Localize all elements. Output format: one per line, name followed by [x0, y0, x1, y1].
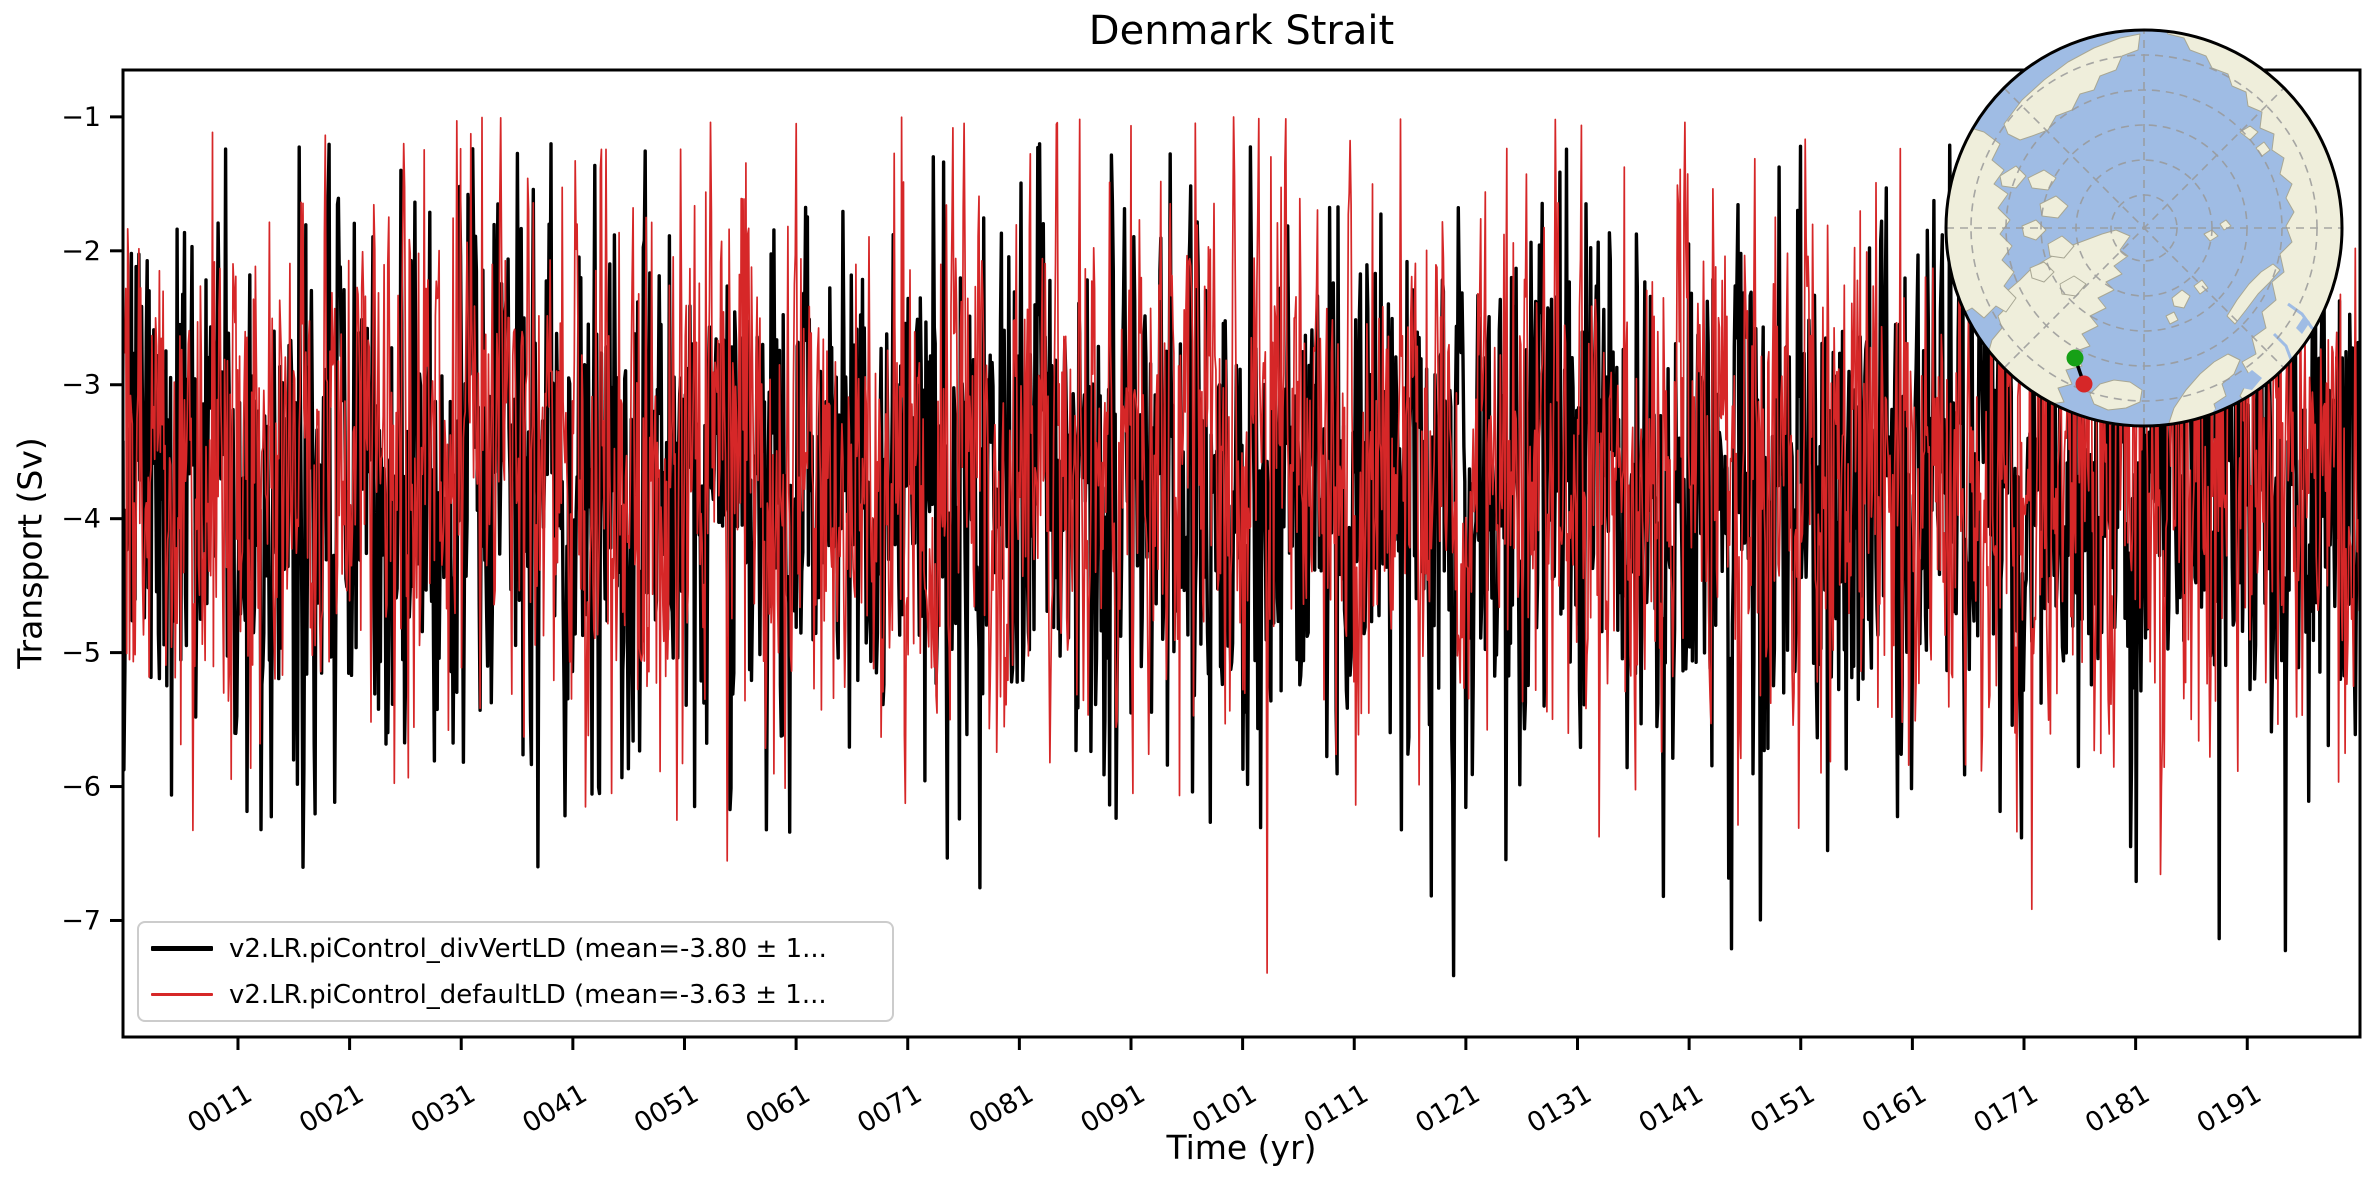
legend-line-red [151, 993, 213, 996]
plot-area [123, 116, 2360, 978]
y-tick-label: −2 [61, 236, 101, 267]
y-tick-label: −6 [61, 772, 101, 803]
land-novaya-zemlya [2226, 263, 2281, 325]
land-svalbard [2171, 289, 2191, 309]
legend-line-black [151, 945, 213, 952]
graticule [1946, 30, 2342, 426]
land-svalbard [2165, 311, 2179, 325]
land-iceland [2089, 379, 2143, 411]
chart-title: Denmark Strait [1088, 8, 1395, 54]
y-tick-label: −1 [61, 102, 101, 133]
y-tick-label: −3 [61, 370, 101, 401]
land-alaska-chukotka-west [2003, 33, 2141, 141]
legend-item: v2.LR.piControl_divVertLD (mean=-3.80 ± … [151, 930, 880, 968]
y-tick-label: −5 [61, 638, 101, 669]
x-axis-label: Time (yr) [1166, 1128, 1317, 1167]
white-sea [2240, 370, 2262, 390]
series-line-red [123, 116, 2360, 974]
land-arctic-archipelago-island [2047, 235, 2075, 259]
y-tick-label: −4 [61, 504, 101, 535]
y-axis: −1 −2 −3 −4 −5 −6 −7 [61, 102, 123, 936]
globe [1946, 30, 2342, 426]
land-arctic-archipelago-island [2059, 275, 2087, 297]
land-arctic-archipelago-island [1999, 165, 2027, 189]
land-severnaya-zemlya [2239, 125, 2259, 141]
x-axis: 0011 0021 0031 0041 0051 0061 0071 0081 0091 0101… [182, 1037, 2267, 1139]
inset-map [1944, 28, 2344, 428]
meridian-line [2003, 87, 2285, 369]
legend-label: v2.LR.piControl_defaultLD (mean=-3.63 ± … [229, 979, 827, 1010]
section-end-marker [2075, 375, 2093, 393]
section-start-marker [2066, 349, 2084, 367]
legend-label: v2.LR.piControl_divVertLD (mean=-3.80 ± … [229, 933, 827, 964]
y-tick-label: −7 [61, 905, 101, 936]
legend: v2.LR.piControl_divVertLD (mean=-3.80 ± … [137, 921, 894, 1022]
land-arctic-archipelago-island [2021, 219, 2047, 241]
land-arctic-archipelago-island [2027, 169, 2057, 191]
map-border [1944, 28, 2344, 428]
y-axis-label: Transport (Sv) [10, 437, 50, 669]
legend-item: v2.LR.piControl_defaultLD (mean=-3.63 ± … [151, 976, 880, 1014]
land-svalbard [2193, 279, 2209, 295]
